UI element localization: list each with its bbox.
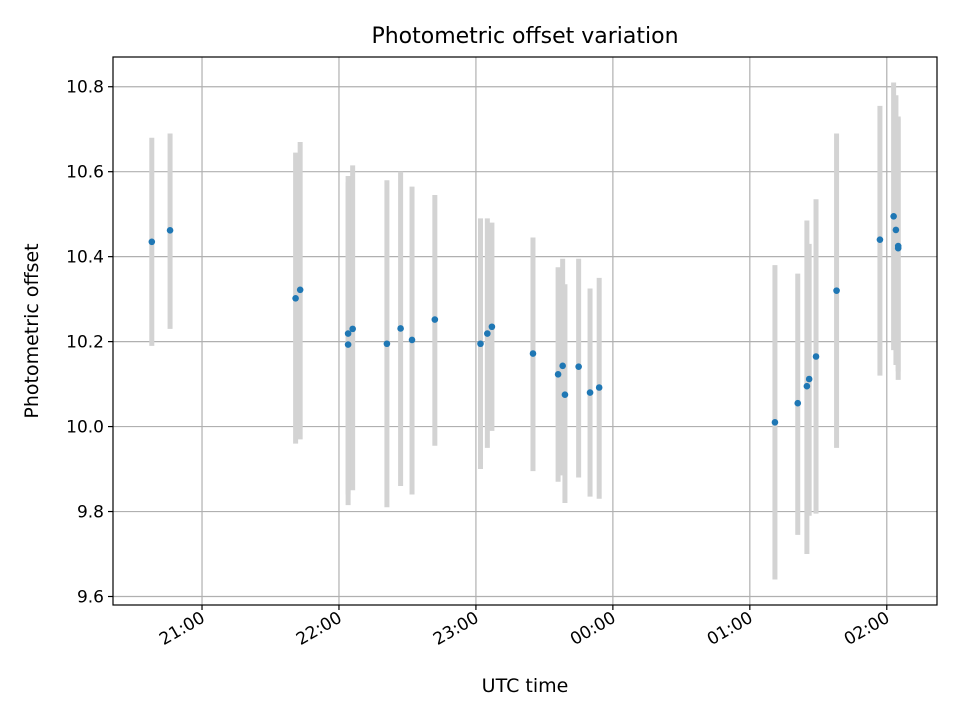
x-axis-label: UTC time (482, 675, 569, 697)
data-point (595, 384, 603, 391)
y-axis: 9.6 9.8 10.0 10.2 10.4 10.6 10.8 (66, 78, 113, 608)
y-tick-label: 10.6 (66, 163, 104, 183)
data-point (554, 371, 562, 378)
data-point (148, 238, 156, 246)
data-point (431, 316, 439, 323)
data-point (892, 226, 900, 234)
y-tick-label: 10.2 (66, 333, 104, 353)
data-point (344, 341, 352, 348)
data-point (812, 353, 820, 360)
data-point (805, 375, 813, 383)
data-point (296, 286, 304, 294)
data-point (349, 325, 356, 333)
data-point (397, 325, 404, 332)
data-point (488, 323, 496, 331)
data-points (148, 213, 902, 426)
data-point (292, 294, 299, 302)
data-point (529, 350, 537, 357)
data-point (559, 362, 566, 370)
y-tick-label: 9.8 (77, 503, 104, 523)
data-point (477, 340, 484, 348)
data-point (344, 330, 352, 337)
data-point (586, 389, 594, 396)
chart-title: Photometric offset variation (371, 24, 678, 49)
data-point (794, 399, 802, 407)
data-point (771, 419, 779, 426)
data-point (575, 363, 582, 370)
data-point (890, 213, 897, 220)
plot-frame (112, 56, 938, 606)
data-point (484, 330, 491, 337)
data-point (876, 236, 884, 243)
data-point (166, 227, 174, 234)
y-tick-label: 10.8 (66, 78, 104, 98)
data-point (894, 242, 902, 250)
y-axis-label: Photometric offset (21, 243, 43, 418)
data-point (561, 391, 569, 399)
data-point (408, 336, 416, 344)
y-tick-label: 9.6 (77, 588, 104, 608)
data-point (833, 287, 840, 294)
y-tick-label: 10.4 (66, 248, 104, 268)
data-point (383, 340, 391, 348)
data-point (803, 382, 811, 390)
y-tick-label: 10.0 (66, 418, 104, 438)
